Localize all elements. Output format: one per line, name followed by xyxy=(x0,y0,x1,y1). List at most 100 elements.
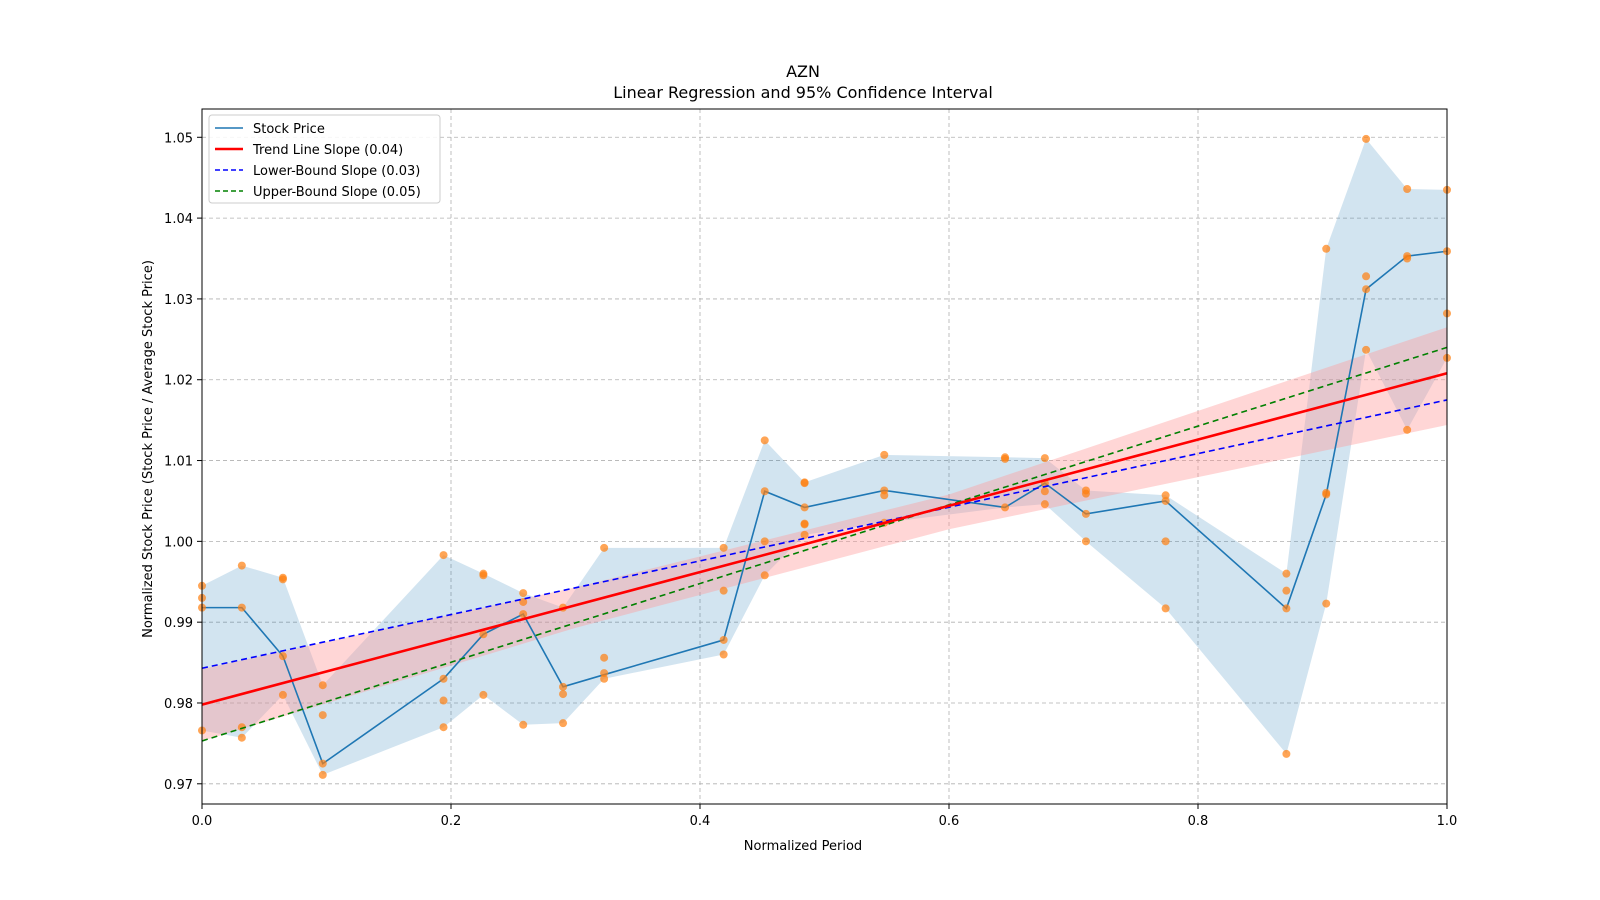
scatter-point xyxy=(479,571,488,580)
scatter-point xyxy=(1081,537,1090,546)
scatter-point xyxy=(800,520,809,529)
scatter-point xyxy=(719,635,728,644)
scatter-point xyxy=(1362,134,1371,143)
legend-label: Trend Line Slope (0.04) xyxy=(252,143,403,158)
scatter-point xyxy=(800,503,809,512)
axes-layer: 0.0 0.2 0.4 0.6 0.8 1.0 0.97 0.98 0.99 1.00 1.01 1.… xyxy=(164,108,1458,829)
scatter-point xyxy=(1161,491,1170,500)
x-axis-label: Normalized Period xyxy=(744,839,862,854)
scatter-point xyxy=(1362,345,1371,354)
scatter-point xyxy=(760,487,769,496)
scatter-point xyxy=(1362,272,1371,281)
scatter-point xyxy=(1001,454,1010,463)
y-tick-label: 0.99 xyxy=(164,616,193,631)
scatter-point xyxy=(1040,500,1049,509)
scatter-point xyxy=(800,530,809,539)
scatter-point xyxy=(519,720,528,729)
scatter-point xyxy=(1403,254,1412,263)
x-tick-label: 0.8 xyxy=(1188,814,1209,829)
y-tick-label: 1.01 xyxy=(164,455,193,470)
scatter-point xyxy=(760,571,769,580)
x-tick-label: 0.2 xyxy=(441,814,462,829)
scatter-point xyxy=(519,589,528,598)
y-tick-label: 1.05 xyxy=(164,131,193,146)
trend-line xyxy=(201,372,1448,706)
x-tick-label: 0.6 xyxy=(939,814,960,829)
scatter-point xyxy=(1282,749,1291,758)
scatter-point xyxy=(559,682,568,691)
scatter-point xyxy=(1403,185,1412,194)
scatter-point xyxy=(278,690,287,699)
scatter-point xyxy=(237,603,246,612)
scatter-point xyxy=(519,597,528,606)
scatter-point xyxy=(880,450,889,459)
plot-frame xyxy=(201,108,1448,805)
y-axis-label: Normalized Stock Price (Stock Price / Av… xyxy=(141,260,156,638)
scatter-point xyxy=(479,690,488,699)
legend-box xyxy=(208,114,441,204)
scatter-point xyxy=(1081,489,1090,498)
legend-label: Upper-Bound Slope (0.05) xyxy=(253,185,421,200)
scatter-point xyxy=(1322,244,1331,253)
scatter-point xyxy=(1322,490,1331,499)
chart-title: AZN xyxy=(786,62,820,81)
scatter-point xyxy=(760,436,769,445)
scatter-point xyxy=(439,674,448,683)
scatter-point xyxy=(719,650,728,659)
chart-subtitle: Linear Regression and 95% Confidence Int… xyxy=(613,83,993,102)
scatter-point xyxy=(1282,569,1291,578)
scatter-point xyxy=(237,561,246,570)
scatter-point xyxy=(719,586,728,595)
x-tick-label: 1.0 xyxy=(1437,814,1458,829)
y-tick-label: 0.97 xyxy=(164,778,193,793)
scatter-point xyxy=(600,543,609,552)
scatter-point xyxy=(600,669,609,678)
scatter-point xyxy=(559,719,568,728)
lower-bound-line xyxy=(201,399,1448,670)
scatter-point xyxy=(1282,586,1291,595)
x-tick-label: 0.4 xyxy=(690,814,711,829)
stock-price-band xyxy=(202,138,1447,775)
y-tick-label: 1.04 xyxy=(164,212,193,227)
scatter-point xyxy=(318,759,327,768)
scatter-point xyxy=(760,537,769,546)
scatter-point xyxy=(439,551,448,560)
legend-label: Lower-Bound Slope (0.03) xyxy=(253,164,420,179)
scatter-point xyxy=(880,491,889,500)
scatter-point xyxy=(1040,454,1049,463)
scatter-point xyxy=(1362,285,1371,294)
scatter-point xyxy=(237,723,246,732)
upper-bound-line xyxy=(201,346,1448,742)
scatter-point xyxy=(1161,604,1170,613)
scatter-point xyxy=(439,696,448,705)
scatter-point xyxy=(278,652,287,661)
x-tick-label: 0.0 xyxy=(192,814,213,829)
grid-layer xyxy=(201,109,1448,804)
scatter-point xyxy=(1403,425,1412,434)
scatter-point xyxy=(559,690,568,699)
scatter-point xyxy=(318,770,327,779)
scatter-point xyxy=(519,610,528,619)
y-tick-label: 1.00 xyxy=(164,535,193,550)
scatter-point xyxy=(278,575,287,584)
trend-confidence-band xyxy=(202,327,1447,741)
scatter-point xyxy=(1322,599,1331,608)
scatter-point xyxy=(600,653,609,662)
scatter-point xyxy=(1161,496,1170,505)
y-tick-label: 0.98 xyxy=(164,697,193,712)
scatter-point xyxy=(1081,509,1090,518)
scatter-point xyxy=(600,674,609,683)
y-tick-label: 1.03 xyxy=(164,293,193,308)
scatter-point xyxy=(439,723,448,732)
y-tick-label: 1.02 xyxy=(164,374,193,389)
scatter-point xyxy=(719,543,728,552)
plot-layer xyxy=(198,134,1451,779)
stock-price-line xyxy=(202,250,1448,765)
scatter-point xyxy=(318,681,327,690)
scatter-point xyxy=(1001,503,1010,512)
scatter-point xyxy=(1282,604,1291,613)
scatter-point xyxy=(237,733,246,742)
legend: Stock Price Trend Line Slope (0.04) Lower-… xyxy=(208,114,441,204)
